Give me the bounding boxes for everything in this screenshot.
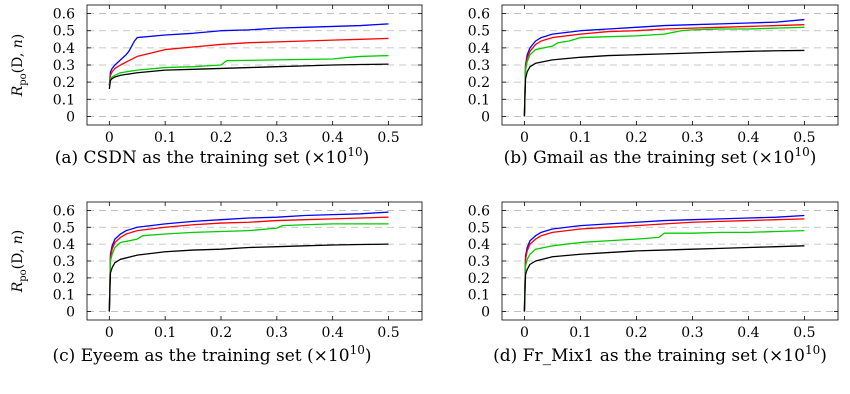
chart-panel: 0 0.1 0.2 0.3 0.4 0.500.10.20.30.40.50.6(b) G… [468,4,839,168]
y-tick-label: 0.4 [53,41,75,57]
x-tick-label: 0.3 [681,325,703,341]
y-tick-label: 0.2 [53,271,75,287]
x-tick-label: 0.2 [210,130,232,146]
x-tick-label: 0.4 [322,130,344,146]
x-tick-label: 0.3 [266,325,288,341]
x-tick-label: 0.1 [154,325,176,341]
series-line [523,230,805,312]
y-tick-label: 0.3 [53,254,75,270]
y-tick-label: 0.1 [468,92,490,108]
y-tick-label: 0.4 [53,237,75,253]
y-tick-label: 0.1 [53,92,75,108]
x-tick-label: 0.3 [266,130,288,146]
y-tick-label: 0.6 [53,203,75,219]
y-tick-label: 0 [481,305,490,321]
x-tick-label: 0.5 [793,325,815,341]
chart-caption: (d) Fr_Mix1 as the training set (×1010) [493,343,827,366]
series-line [108,63,389,90]
series-line [523,214,805,312]
x-tick-label: 0 [105,130,114,146]
series-line [108,37,389,86]
y-axis-label: Rpo(D, n) [10,34,29,98]
y-tick-label: 0.1 [468,288,490,304]
y-tick-label: 0.4 [468,41,490,57]
x-tick-label: 0.4 [322,325,344,341]
y-tick-label: 0.6 [53,7,75,23]
chart-panel: 0 0.1 0.2 0.3 0.4 0.500.10.20.30.40.50.6(d) F… [468,201,839,366]
series-line [523,218,805,312]
y-tick-label: 0.5 [468,24,490,40]
y-tick-label: 0.4 [468,237,490,253]
chart-caption: (a) CSDN as the training set (×1010) [55,145,369,168]
y-tick-label: 0.3 [53,58,75,74]
series-line [523,18,805,117]
x-tick-label: 0.5 [793,130,815,146]
series-line [108,23,389,86]
y-tick-label: 0.3 [468,254,490,270]
y-tick-label: 0 [481,109,490,125]
y-tick-label: 0.5 [468,220,490,236]
x-tick-label: 0.1 [154,130,176,146]
y-tick-label: 0.3 [468,58,490,74]
y-tick-label: 0.6 [468,7,490,23]
y-axis-label: Rpo(D, n) [10,230,29,294]
series-line [108,54,389,86]
x-tick-label: 0.5 [377,325,399,341]
x-tick-label: 0 [520,130,529,146]
x-tick-label: 0.5 [377,130,399,146]
chart-panel: 0 0.1 0.2 0.3 0.4 0.500.10.20.30.40.50.6(c) E… [10,201,423,366]
series-line [108,243,389,312]
y-tick-label: 0.5 [53,24,75,40]
y-tick-label: 0.6 [468,203,490,219]
series-line [523,26,805,117]
x-tick-label: 0.4 [737,130,759,146]
y-tick-label: 0.5 [53,220,75,236]
series-line [108,223,389,312]
x-tick-label: 0 [520,325,529,341]
x-tick-label: 0.2 [625,130,647,146]
series-line [523,245,805,312]
chart-caption: (b) Gmail as the training set (×1010) [504,145,817,168]
x-tick-label: 0.3 [681,130,703,146]
x-tick-label: 0.1 [569,325,591,341]
series-line [523,49,805,117]
x-tick-label: 0.2 [625,325,647,341]
chart-caption: (c) Eyeem as the training set (×1010) [53,343,372,366]
series-line [108,211,389,312]
x-tick-label: 0.4 [737,325,759,341]
series-line [108,216,389,312]
series-line [523,24,805,117]
y-tick-label: 0.2 [53,75,75,91]
x-tick-label: 0.2 [210,325,232,341]
x-tick-label: 0.1 [569,130,591,146]
y-tick-label: 0.2 [468,75,490,91]
chart-panel: 0 0.1 0.2 0.3 0.4 0.500.10.20.30.40.50.6(a) C… [10,4,423,168]
y-tick-label: 0.1 [53,288,75,304]
x-tick-label: 0 [105,325,114,341]
y-tick-label: 0 [66,305,75,321]
y-tick-label: 0 [66,109,75,125]
y-tick-label: 0.2 [468,271,490,287]
